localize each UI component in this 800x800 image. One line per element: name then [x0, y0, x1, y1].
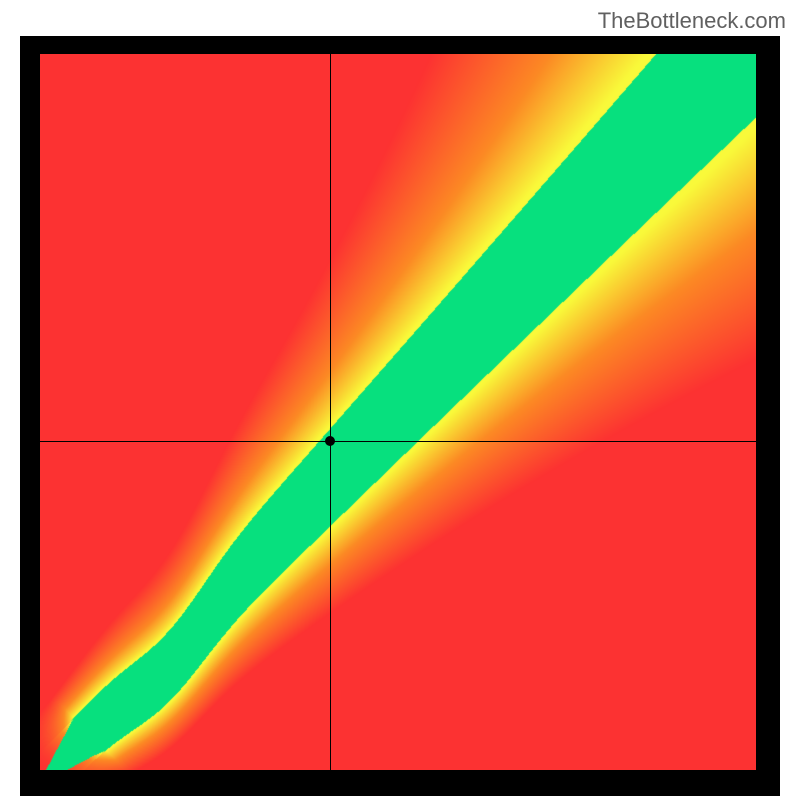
heatmap-plot: [40, 54, 756, 770]
crosshair-horizontal: [40, 441, 756, 442]
crosshair-vertical: [330, 54, 331, 770]
chart-frame: [20, 36, 780, 796]
watermark-text: TheBottleneck.com: [598, 8, 786, 34]
selection-marker: [325, 436, 335, 446]
heatmap-canvas: [40, 54, 756, 770]
